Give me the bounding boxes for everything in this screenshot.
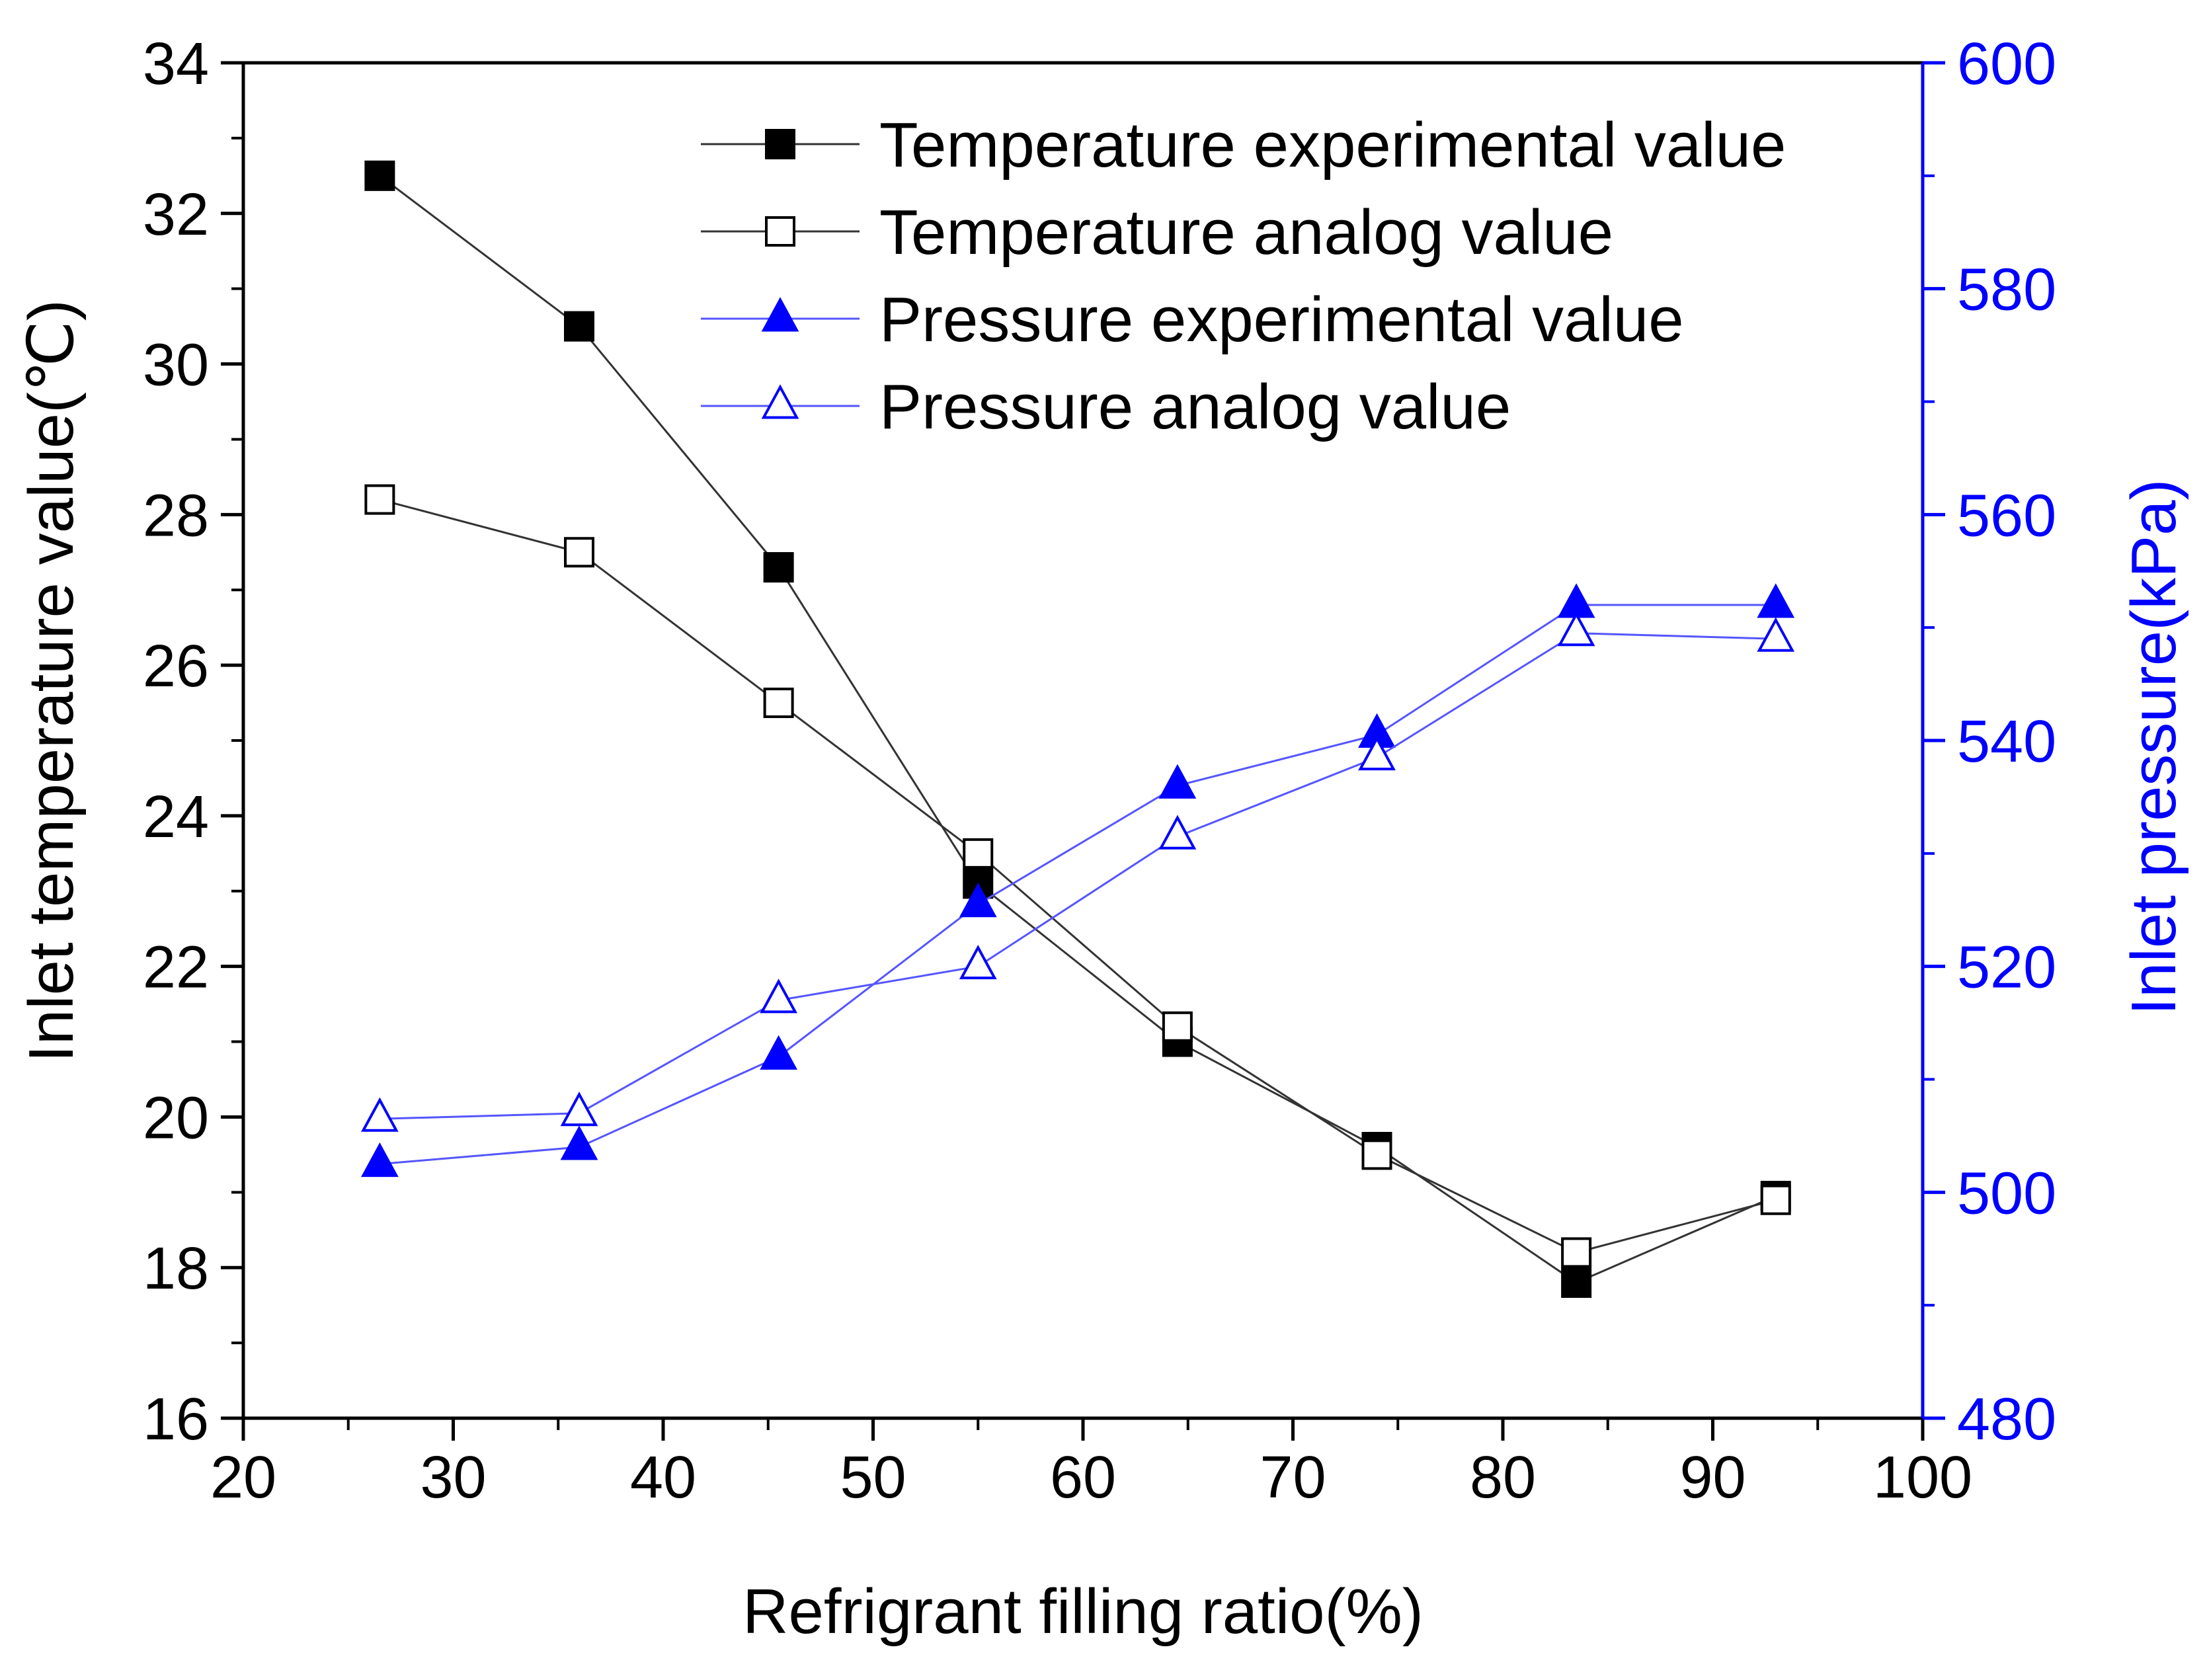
series-1-point — [364, 160, 395, 191]
legend-label: Pressure analog value — [879, 372, 1511, 442]
y2-tick-label: 600 — [1957, 31, 2056, 97]
series-2-point — [1361, 1139, 1392, 1170]
legend-marker — [765, 216, 795, 247]
series-4-point — [1557, 611, 1595, 647]
series-3-point — [361, 1142, 399, 1178]
y-tick-label: 18 — [143, 1236, 209, 1302]
legend-label: Temperature experimental value — [879, 110, 1786, 180]
x-tick-label: 60 — [1050, 1445, 1116, 1511]
series-4 — [361, 611, 1795, 1132]
legend-marker — [765, 129, 795, 159]
series-1-point — [564, 311, 594, 342]
series-3 — [361, 583, 1795, 1178]
x-tick-label: 30 — [420, 1445, 486, 1511]
series-3-point — [959, 882, 997, 918]
series-3-line — [380, 604, 1776, 1166]
series-2-point — [1760, 1184, 1791, 1215]
x-tick-label: 40 — [630, 1445, 696, 1511]
series-3-point — [560, 1125, 598, 1160]
y-tick-label: 24 — [143, 784, 209, 850]
series-2-point — [1162, 1011, 1193, 1042]
series-1-line — [379, 175, 1777, 1284]
y-tick-label: 34 — [143, 31, 209, 97]
series-4-point — [1757, 617, 1795, 652]
x-tick-label: 20 — [210, 1445, 276, 1511]
series-2-line — [379, 499, 1777, 1254]
series-3-point — [760, 1035, 797, 1070]
series-2-point — [963, 838, 994, 869]
series-4-point — [1158, 815, 1197, 850]
y2-tick-label: 500 — [1957, 1160, 2056, 1226]
series-4-point — [959, 944, 997, 980]
y2-tick-label: 480 — [1957, 1386, 2056, 1453]
y2-tick-label: 540 — [1957, 709, 2056, 775]
x-tick-label: 90 — [1679, 1445, 1746, 1511]
y2-axis-title: Inlet pressure(kPa) — [2118, 479, 2189, 1016]
y2-tick-label: 560 — [1957, 483, 2056, 549]
x-tick-label: 100 — [1873, 1445, 1972, 1511]
y-tick-label: 30 — [143, 333, 209, 399]
series-1-point — [1561, 1267, 1592, 1298]
legend: Temperature experimental value Temperatur… — [701, 110, 1786, 442]
x-tick-label: 50 — [840, 1445, 906, 1511]
y-tick-label: 16 — [143, 1386, 209, 1453]
series-3-point — [1158, 764, 1197, 799]
axes-layer: 20 30 40 50 60 70 80 90 100 16 18 20 22 24 26 28 30 32 34 4… — [143, 31, 2056, 1511]
series-3-point — [1757, 583, 1795, 618]
series-4-point — [760, 979, 797, 1014]
series-2-point — [763, 688, 794, 719]
series-2-point — [1561, 1237, 1592, 1268]
series-4-point — [361, 1097, 399, 1132]
y2-tick-label: 580 — [1957, 257, 2056, 323]
series-4-line — [380, 632, 1776, 1120]
legend-marker — [761, 297, 799, 332]
legend-label: Pressure experimental value — [879, 284, 1684, 355]
y-tick-label: 32 — [143, 182, 209, 248]
legend-label: Temperature analog value — [879, 197, 1613, 268]
series-2 — [364, 484, 1791, 1268]
y-tick-label: 22 — [143, 935, 209, 1001]
series-layer — [361, 160, 1795, 1298]
y-axis-title: Inlet temperature value(℃) — [16, 300, 87, 1062]
y-tick-label: 20 — [143, 1085, 209, 1151]
x-tick-label: 80 — [1470, 1445, 1536, 1511]
series-1 — [364, 160, 1791, 1298]
legend-marker — [761, 384, 799, 419]
y2-tick-label: 520 — [1957, 935, 2056, 1001]
series-2-point — [364, 484, 395, 515]
x-tick-label: 70 — [1260, 1445, 1326, 1511]
x-axis-title: Refrigrant filling ratio(%) — [742, 1576, 1424, 1647]
y-tick-label: 28 — [143, 483, 209, 549]
y-tick-label: 26 — [143, 633, 209, 700]
series-4-point — [1358, 735, 1396, 771]
series-4-point — [560, 1092, 598, 1127]
series-1-point — [763, 552, 794, 583]
series-2-point — [564, 537, 594, 568]
